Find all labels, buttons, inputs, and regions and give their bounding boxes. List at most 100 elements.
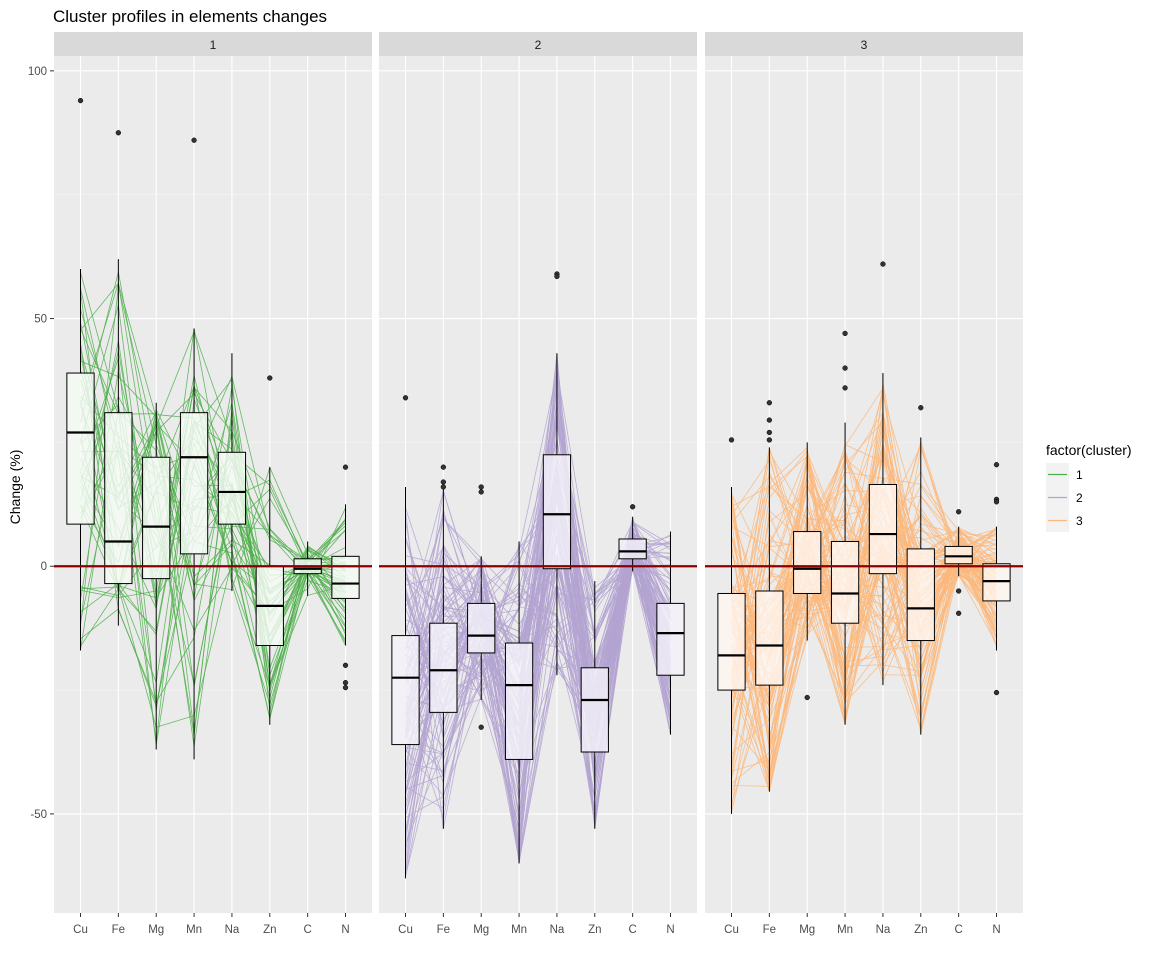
x-tick-label: Mg (148, 924, 164, 936)
profile-line (80, 385, 346, 706)
legend-label: 1 (1076, 468, 1083, 482)
outlier-point (766, 429, 773, 436)
x-tick-label: Na (550, 924, 565, 936)
boxplot-Fe (429, 464, 458, 829)
y-tick-label: -50 (30, 809, 47, 821)
outlier-point (728, 437, 735, 443)
x-tick-label: Fe (763, 924, 776, 936)
outlier-point (342, 662, 349, 668)
box (467, 602, 496, 654)
outlier-point (804, 694, 810, 701)
legend-item-3: 3 (1046, 509, 1083, 532)
outlier-point (842, 385, 848, 391)
box (179, 412, 209, 555)
outlier-point (342, 684, 349, 691)
outlier-point (993, 499, 1000, 505)
outlier-point (766, 417, 773, 423)
facet-strip (54, 32, 372, 56)
outlier-point (440, 479, 447, 485)
x-tick-label: N (341, 924, 349, 936)
facet-strip-label: 1 (210, 38, 217, 52)
boxplot-Mg (142, 402, 171, 750)
profile-line (80, 350, 346, 643)
box (429, 622, 458, 713)
profile-line (731, 465, 997, 597)
chart-title: Cluster profiles in elements changes (53, 7, 327, 26)
boxplot-Zn (906, 405, 935, 735)
x-tick-label: N (666, 924, 674, 936)
box (66, 372, 95, 525)
boxplot-C (618, 504, 647, 572)
x-tick-label: Cu (724, 924, 739, 936)
outlier-point (842, 365, 848, 371)
boxplot-Cu (717, 437, 746, 814)
y-axis: -50 0 50 100 (28, 66, 54, 821)
box (504, 642, 534, 760)
outlier-point (766, 437, 773, 443)
outlier-point (440, 464, 447, 470)
facet-strip-label: 3 (861, 38, 868, 52)
y-tick-label: 0 (41, 561, 47, 573)
box (793, 531, 822, 594)
x-tick-label: Mg (473, 924, 489, 936)
box (331, 555, 360, 599)
boxplot-Mn (830, 330, 860, 725)
profile-line (405, 543, 671, 823)
profile-line (731, 449, 997, 738)
outlier-point (955, 509, 962, 515)
legend-title: factor(cluster) (1046, 442, 1132, 458)
x-tick-label: Cu (398, 924, 413, 936)
facet-panel-1: 1 Cu Fe Mg Mn Na Zn C N (54, 32, 372, 936)
outlier-point (478, 489, 484, 495)
boxplot-Mn (179, 137, 209, 760)
x-tick-label: Fe (112, 924, 125, 936)
profile-line (80, 282, 346, 685)
boxplot-Cu (391, 395, 420, 879)
box (656, 602, 685, 676)
boxplot-Na (542, 271, 572, 676)
box (580, 667, 609, 753)
boxplot-Mn (504, 541, 534, 864)
outlier-point (402, 395, 409, 401)
outlier-point (478, 724, 484, 730)
x-tick-label: N (992, 924, 1000, 936)
boxplot-Zn (580, 581, 609, 829)
outlier-point (478, 484, 484, 490)
x-tick-label: Zn (914, 924, 927, 936)
y-tick-label: 50 (34, 314, 47, 326)
box (717, 592, 746, 691)
box (868, 484, 898, 575)
boxplot-Mg (467, 484, 496, 730)
profile-line (731, 458, 997, 602)
legend: factor(cluster) 1 2 3 (1046, 442, 1132, 532)
box (142, 456, 171, 580)
legend-item-2: 2 (1046, 486, 1083, 509)
box (391, 635, 420, 746)
outlier-point (842, 330, 848, 337)
y-tick-label: 100 (28, 66, 47, 78)
panel-background (705, 56, 1023, 913)
x-tick-label: C (303, 924, 311, 936)
legend-label: 3 (1076, 514, 1083, 528)
outlier-point (77, 97, 84, 104)
boxplot-N (331, 464, 360, 691)
profile-line (80, 378, 346, 712)
boxplot-Fe (104, 130, 133, 626)
boxplot-N (656, 531, 685, 735)
x-tick-label: Mn (837, 924, 853, 936)
profile-line (731, 482, 997, 672)
x-tick-label: C (628, 924, 636, 936)
boxplot-Cu (66, 97, 95, 651)
box (217, 451, 247, 525)
x-tick-label: C (954, 924, 962, 936)
facet-strip-label: 2 (535, 38, 542, 52)
panel-background (379, 56, 697, 913)
profile-line (731, 455, 997, 695)
facet-strip (379, 32, 697, 56)
legend-item-1: 1 (1046, 463, 1083, 486)
x-tick-label: Zn (263, 924, 276, 936)
outlier-point (554, 273, 560, 280)
outlier-point (880, 261, 886, 267)
outlier-point (993, 689, 1000, 696)
